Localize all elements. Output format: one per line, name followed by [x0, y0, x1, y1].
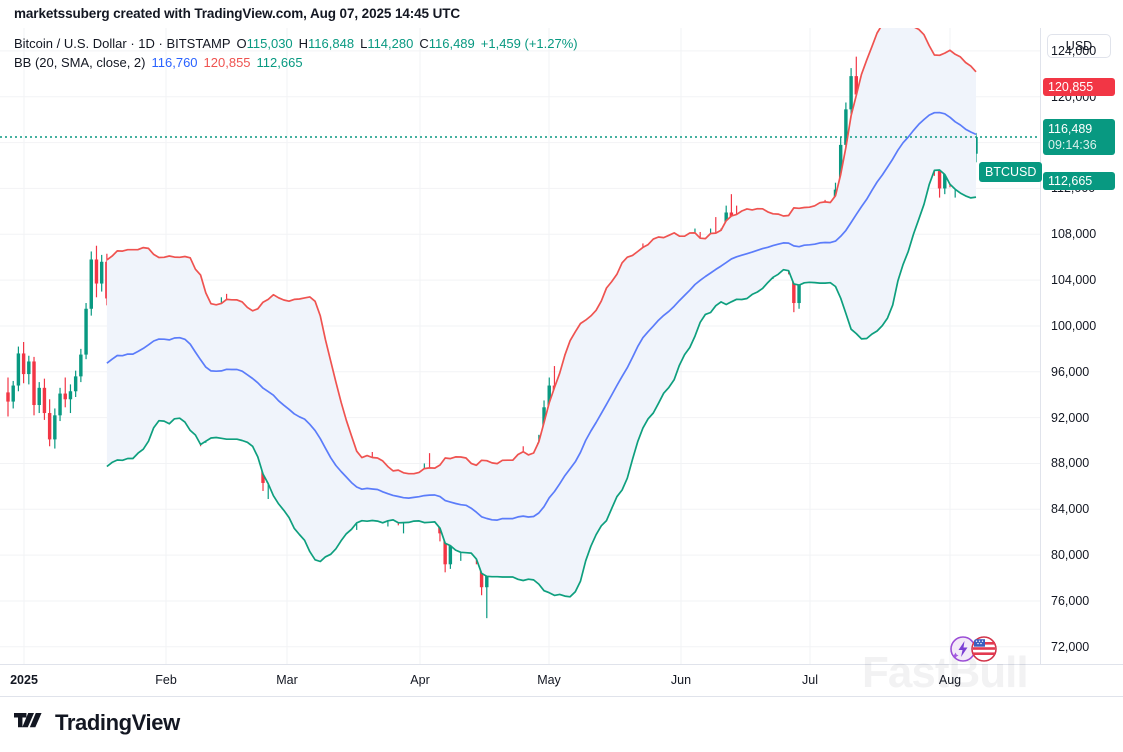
time-tick-label: Mar	[276, 673, 298, 687]
time-tick-label: Aug	[938, 673, 962, 687]
price-tick-label: 76,000	[1051, 593, 1090, 608]
footer-bar: TradingView	[0, 696, 1123, 752]
time-tick-label: Jun	[670, 673, 692, 687]
tradingview-brand-text: TradingView	[55, 710, 180, 735]
time-tick-label: May	[537, 673, 561, 687]
price-tick-label: 104,000	[1051, 273, 1097, 288]
time-tick-label: Apr	[410, 673, 430, 687]
countdown-text: 09:14:36	[1048, 137, 1097, 152]
price-tick-label: 88,000	[1051, 456, 1090, 471]
time-scale[interactable]: 2025 Feb Mar Apr May Jun Jul Aug	[0, 664, 1123, 697]
symbol-price-tag: BTCUSD	[979, 162, 1043, 182]
tradingview-logo: TradingView	[14, 710, 180, 736]
bollinger-bands-overlay	[0, 28, 1040, 598]
bb-upper-badge: 120,855	[1043, 77, 1115, 96]
price-tick-label: 80,000	[1051, 548, 1090, 563]
price-tick-label: 72,000	[1051, 639, 1090, 654]
chart-plot-area[interactable]	[0, 28, 1040, 664]
bb-lower-badge: 112,665	[1043, 171, 1115, 190]
time-tick-label: Jul	[802, 673, 818, 687]
us-flag-globe-icon	[971, 636, 997, 662]
attribution-text: marketssuberg created with TradingView.c…	[14, 6, 461, 21]
currency-button[interactable]: USD	[1047, 34, 1111, 58]
tradingview-logo-icon	[14, 711, 46, 736]
price-scale[interactable]: USD 124,000120,000116,000112,000108,0001…	[1040, 28, 1123, 664]
time-tick-label: Feb	[155, 673, 177, 687]
price-tick-label: 84,000	[1051, 502, 1090, 517]
price-tick-label: 92,000	[1051, 410, 1090, 425]
time-tick-label: 2025	[10, 673, 38, 687]
last-price-badge: 116,489 09:14:36	[1043, 118, 1115, 155]
emoji-badge-group	[950, 636, 997, 662]
price-tick-label: 108,000	[1051, 227, 1097, 242]
price-tick-label: 96,000	[1051, 364, 1090, 379]
price-tick-label: 100,000	[1051, 318, 1097, 333]
price-tick-label: 124,000	[1051, 43, 1097, 58]
